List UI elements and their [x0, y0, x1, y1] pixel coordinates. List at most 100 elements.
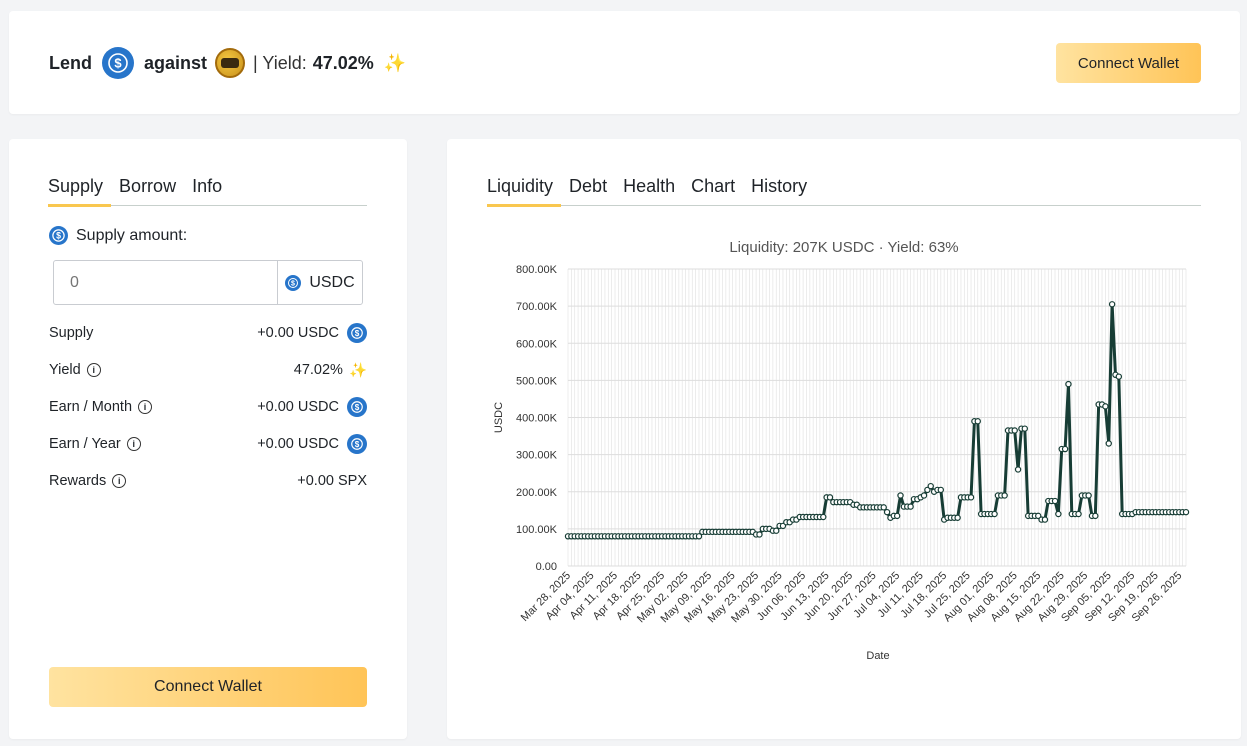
tab-info[interactable]: Info — [192, 176, 223, 196]
data-point[interactable] — [967, 494, 975, 501]
yield-row: Yield i 47.02% ✨ — [49, 358, 367, 382]
supply-amount-label: $ Supply amount: — [49, 226, 187, 245]
row-value: +0.00 SPX — [297, 473, 367, 489]
market-title: Lend $ against | Yield: 47.02% ✨ — [49, 45, 406, 81]
sparkles-icon: ✨ — [383, 52, 407, 73]
sparkles-icon: ✨ — [348, 362, 367, 379]
liquidity-chart: 0.00 100.00K 200.00K 300.00K 400.00K 500.00K 6… — [493, 264, 1190, 662]
data-point[interactable] — [880, 504, 887, 511]
y-tick-label: 600.00K — [516, 338, 558, 350]
supply-amount-text: Supply amount: — [76, 226, 188, 244]
y-tick-label: 100.00K — [516, 524, 558, 536]
against-text: against — [144, 52, 208, 73]
row-value: +0.00 USDC — [257, 436, 339, 452]
tab-debt[interactable]: Debt — [569, 176, 608, 196]
earn-month-row: Earn / Month i +0.00 USDC $ — [49, 395, 367, 419]
row-value: 47.02% — [293, 362, 343, 378]
usdc-icon: $ — [285, 274, 302, 291]
data-point[interactable] — [897, 492, 904, 499]
data-point[interactable] — [907, 503, 914, 510]
data-point[interactable] — [991, 510, 998, 518]
usdc-icon: $ — [102, 47, 134, 79]
data-point[interactable] — [974, 418, 981, 425]
data-point[interactable] — [1041, 516, 1049, 523]
tab-liquidity[interactable]: Liquidity — [487, 176, 562, 207]
svg-text:$: $ — [355, 403, 360, 412]
tab-health[interactable]: Health — [623, 176, 676, 196]
rewards-row: Rewards i +0.00 SPX — [49, 469, 367, 493]
analytics-tabs: Liquidity Debt Health Chart History — [487, 176, 1201, 207]
data-point[interactable] — [1065, 380, 1072, 388]
info-icon[interactable]: i — [126, 437, 141, 451]
lend-text: Lend — [49, 52, 92, 73]
data-point[interactable] — [937, 486, 945, 494]
data-point[interactable] — [883, 508, 891, 516]
data-point[interactable] — [756, 531, 763, 538]
supply-panel: Supply Borrow Info $ Supply amount: $ US… — [9, 139, 407, 739]
data-point[interactable] — [954, 514, 961, 521]
data-point[interactable] — [1075, 510, 1082, 518]
data-point[interactable] — [1105, 440, 1112, 447]
data-point[interactable] — [1182, 508, 1190, 516]
data-point[interactable] — [1108, 301, 1116, 308]
tab-chart[interactable]: Chart — [691, 176, 736, 196]
data-point[interactable] — [1061, 445, 1069, 453]
row-value: +0.00 USDC — [257, 399, 339, 415]
data-point[interactable] — [1014, 466, 1022, 473]
info-icon[interactable]: i — [112, 474, 127, 488]
data-point[interactable] — [1085, 492, 1092, 499]
spx-token-icon — [215, 48, 246, 78]
y-tick-label: 0.00 — [536, 561, 557, 573]
header-card: Lend $ against | Yield: 47.02% ✨ Connect… — [9, 11, 1240, 114]
svg-text:$: $ — [355, 329, 360, 338]
token-symbol: USDC — [309, 273, 355, 291]
row-label: Earn / Year — [49, 436, 121, 452]
usdc-icon: $ — [347, 397, 367, 417]
tab-borrow[interactable]: Borrow — [119, 176, 177, 196]
connect-wallet-button[interactable]: Connect Wallet — [1056, 43, 1201, 83]
svg-text:$: $ — [291, 280, 295, 287]
row-label: Supply — [49, 325, 94, 341]
y-axis-label: USDC — [493, 402, 505, 433]
supply-amount-input[interactable] — [54, 261, 277, 304]
yield-value: 47.02% — [312, 52, 374, 73]
usdc-icon: $ — [347, 434, 367, 454]
info-icon[interactable]: i — [138, 400, 153, 414]
x-axis-label: Date — [866, 650, 889, 662]
y-tick-label: 300.00K — [516, 450, 558, 462]
row-label: Earn / Month — [49, 399, 133, 415]
tab-history[interactable]: History — [751, 176, 808, 196]
data-point[interactable] — [1021, 425, 1028, 432]
data-point[interactable] — [1055, 510, 1062, 518]
data-point[interactable] — [1011, 427, 1018, 434]
y-tick-label: 700.00K — [516, 301, 558, 313]
usdc-icon: $ — [347, 323, 367, 343]
chart-title: Liquidity: 207K USDC · Yield: 63% — [729, 239, 959, 256]
connect-wallet-button[interactable]: Connect Wallet — [49, 667, 367, 707]
y-tick-label: 200.00K — [516, 487, 558, 499]
supply-amount-field: $ USDC — [53, 260, 363, 305]
data-point[interactable] — [826, 494, 834, 501]
data-point[interactable] — [1092, 512, 1099, 520]
info-icon[interactable]: i — [86, 363, 101, 377]
svg-text:$: $ — [355, 440, 360, 449]
yield-label: | Yield: — [253, 52, 307, 73]
data-point[interactable] — [920, 492, 928, 499]
data-point[interactable] — [927, 482, 934, 490]
data-point[interactable] — [1051, 497, 1059, 505]
token-selector[interactable]: $ USDC — [277, 261, 362, 304]
data-point[interactable] — [695, 533, 703, 540]
row-label: Rewards — [49, 473, 107, 489]
data-point[interactable] — [773, 527, 780, 534]
data-point[interactable] — [1001, 492, 1008, 499]
y-tick-label: 500.00K — [516, 375, 558, 387]
svg-text:$: $ — [56, 231, 61, 241]
data-point[interactable] — [820, 513, 827, 521]
supply-row: Supply +0.00 USDC $ — [49, 321, 367, 345]
tab-supply[interactable]: Supply — [48, 176, 112, 207]
data-point[interactable] — [1115, 373, 1123, 380]
y-tick-label: 800.00K — [516, 264, 558, 276]
data-point[interactable] — [893, 512, 901, 520]
usdc-icon: $ — [49, 226, 68, 245]
data-point[interactable] — [1102, 403, 1109, 410]
